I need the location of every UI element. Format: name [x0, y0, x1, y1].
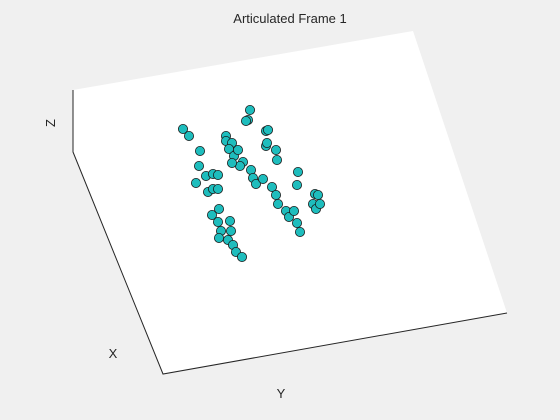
data-point-52	[288, 205, 299, 216]
data-point-16	[213, 232, 224, 243]
data-point-13	[206, 209, 217, 220]
data-point-8	[190, 177, 201, 188]
data-point-48	[270, 189, 281, 200]
data-point-43	[270, 144, 281, 155]
data-point-46	[291, 179, 302, 190]
data-point-42	[261, 137, 272, 148]
data-point-56	[312, 189, 323, 200]
data-point-44	[271, 154, 282, 165]
data-point-18	[225, 225, 236, 236]
data-point-37	[250, 178, 261, 189]
data-point-54	[294, 226, 305, 237]
data-point-31	[232, 144, 243, 155]
data-point-34	[226, 157, 237, 168]
data-point-4	[193, 160, 204, 171]
axes-frame	[72, 90, 508, 375]
scatter-points	[177, 105, 325, 262]
data-point-25	[240, 116, 251, 127]
data-point-11	[212, 183, 223, 194]
data-point-38	[257, 173, 268, 184]
data-point-14	[212, 216, 223, 227]
data-point-22	[236, 251, 247, 262]
data-point-2	[183, 130, 194, 141]
z-axis-label: Z	[43, 119, 58, 127]
data-point-59	[314, 198, 325, 209]
data-point-1	[177, 124, 188, 135]
data-point-49	[272, 198, 283, 209]
data-point-40	[262, 125, 273, 136]
data-point-23	[244, 105, 255, 116]
y-axis-label: Y	[277, 386, 286, 401]
data-point-7	[212, 169, 223, 180]
axes-plot-area	[73, 31, 507, 374]
data-point-12	[213, 203, 224, 214]
data-point-3	[194, 145, 205, 156]
chart-title: Articulated Frame 1	[233, 11, 346, 26]
x-axis-label: X	[109, 346, 118, 361]
data-point-17	[224, 215, 235, 226]
data-point-53	[291, 217, 302, 228]
data-point-47	[266, 181, 277, 192]
data-point-45	[292, 166, 303, 177]
